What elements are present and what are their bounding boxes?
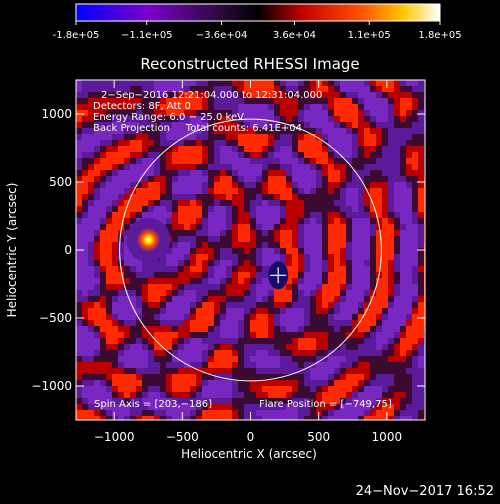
flare-source-blob [126, 217, 171, 262]
colorbar-tick-label: -1.8e+05 [53, 30, 100, 41]
x-tick-label: −1000 [94, 430, 135, 444]
x-tick-label: −500 [166, 430, 199, 444]
annotation-detectors: Detectors: 8F, Att 0 [93, 101, 191, 112]
timestamp: 24−Nov−2017 16:52 [356, 484, 494, 499]
plot-area [75, 79, 426, 421]
colorbar: -1.8e+05 −1.1e+05 −3.6e+04 3.6e+04 1.1e+05 1.… [53, 3, 462, 41]
colorbar-ticks: -1.8e+05 −1.1e+05 −3.6e+04 3.6e+04 1.1e+05 1.… [53, 21, 462, 41]
y-tick-label: −1000 [31, 379, 72, 393]
colorbar-tick-label: −3.6e+04 [196, 30, 248, 41]
y-axis-label: Heliocentric Y (arcsec) [5, 183, 19, 318]
x-tick-label: 1000 [372, 430, 403, 444]
spin-axis-label: Spin Axis = [203,−186] [94, 399, 212, 410]
colorbar-gradient [75, 3, 441, 22]
y-tick-label: 0 [64, 243, 72, 257]
back-projection-pattern [76, 80, 425, 420]
annotation-time-range: 2−Sep−2016 12:21:04.000 to 12:31:04.000 [101, 90, 322, 101]
annotation-block: 2−Sep−2016 12:21:04.000 to 12:31:04.000 … [93, 90, 322, 134]
y-tick-label: 500 [49, 175, 72, 189]
chart-title: Reconstructed RHESSI Image [140, 55, 359, 73]
y-tick-label: 1000 [41, 107, 72, 121]
colorbar-tick-label: 1.1e+05 [348, 30, 391, 41]
y-axis: 1000 500 0 −500 −1000 [31, 107, 425, 393]
y-tick-label: −500 [39, 311, 72, 325]
x-axis: −1000 −500 0 500 1000 [94, 80, 402, 444]
x-tick-label: 0 [247, 430, 255, 444]
annotation-energy-range: Energy Range: 6.0 − 25.0 keV [93, 112, 244, 123]
annotation-method-counts: Back Projection Total counts: 6.41E+04 [93, 123, 302, 134]
flare-position-label: Flare Position = [−749,75] [259, 399, 392, 410]
colorbar-tick-label: −1.1e+05 [121, 30, 173, 41]
spin-axis-marker [268, 261, 289, 290]
solar-limb-circle [119, 118, 382, 382]
colorbar-tick-label: 1.8e+05 [418, 30, 461, 41]
x-tick-label: 500 [307, 430, 330, 444]
x-axis-label: Heliocentric X (arcsec) [181, 447, 317, 461]
colorbar-tick-label: 3.6e+04 [273, 30, 316, 41]
